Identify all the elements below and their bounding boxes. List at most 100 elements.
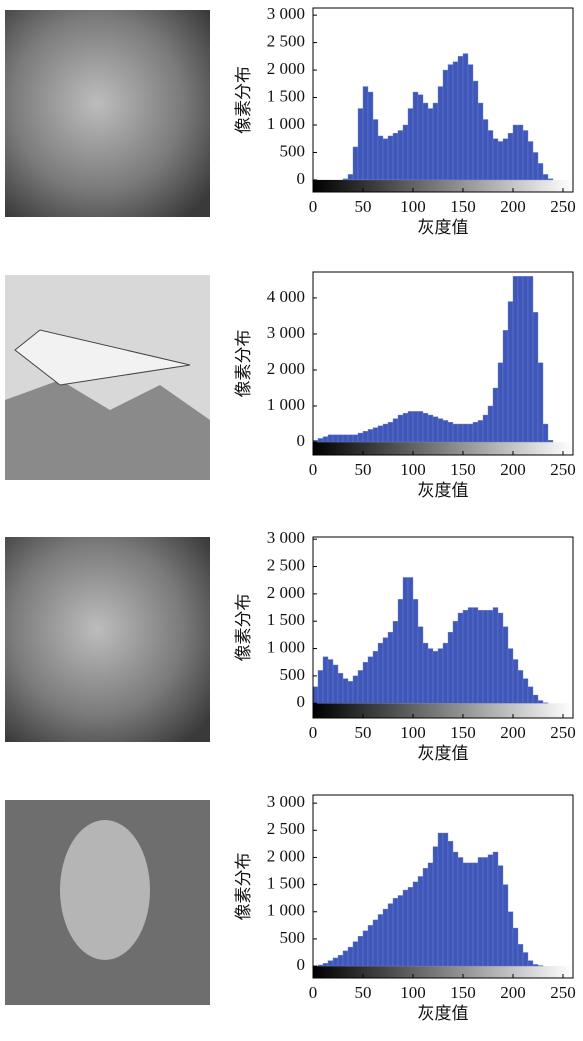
x-tick-label: 150 [450,197,476,216]
histogram-bar [473,608,478,704]
histogram-bar [458,56,463,180]
histogram-bar [388,422,393,442]
x-tick-label: 200 [500,460,526,479]
x-tick-label: 150 [450,983,476,1002]
histogram-bar [528,961,533,966]
y-tick-label: 1 500 [267,86,305,105]
histogram-bar [353,435,358,442]
x-tick-label: 0 [309,983,318,1002]
histogram-bar [443,643,448,703]
histogram-bar [453,852,458,966]
histogram-bar [313,687,318,703]
x-tick-label: 250 [550,197,576,216]
histogram-bar [543,174,548,179]
histogram-bar [318,670,323,703]
histogram-bar [333,665,338,703]
histogram-bar [538,163,543,179]
y-tick-label: 2 000 [267,846,305,865]
histogram-bar [503,330,508,442]
x-tick-label: 100 [400,983,426,1002]
y-tick-label: 1 500 [267,610,305,629]
y-tick-label: 3 000 [267,323,305,342]
histogram-bar [468,424,473,442]
histogram-bar [438,833,443,966]
histogram-bar [518,670,523,703]
histogram-bar [428,415,433,442]
histogram-bar [493,388,498,442]
histogram-bar [358,670,363,703]
histogram-bar [318,438,323,442]
histogram-bar [398,130,403,179]
histogram-bar [453,62,458,180]
y-tick-label: 3 000 [267,792,305,811]
histogram-bar [403,577,408,703]
x-tick-label: 100 [400,460,426,479]
y-tick-label: 1 000 [267,901,305,920]
histogram-bar [478,610,483,703]
histogram-bar [388,136,393,180]
y-tick-label: 2 500 [267,555,305,574]
histogram-bar [353,676,358,703]
y-tick-label: 1 000 [267,637,305,656]
histogram-bar [468,863,473,966]
histogram-bar [503,627,508,704]
x-tick-label: 50 [355,197,372,216]
histogram-bar [538,966,543,967]
histogram-bar [348,681,353,703]
histogram-bar [418,876,423,966]
histogram-bar [373,920,378,966]
y-tick-label: 0 [297,955,306,974]
y-tick-label: 500 [280,141,306,160]
histogram-bar [528,276,533,442]
x-axis-label: 灰度值 [418,1004,469,1023]
histogram-bar [413,92,418,180]
histogram-bar [463,424,468,442]
histogram-bar [448,841,453,966]
y-tick-label: 1 000 [267,395,305,414]
histogram-bar [513,125,518,180]
histogram-bar [463,54,468,180]
image-baboon-face [60,820,150,960]
y-tick-label: 2 000 [267,583,305,602]
histogram-bar [423,868,428,966]
figure: 0 500 1 000 1 500 2 000 2 500 3 000 0 50 100 150 20… [0,0,583,1041]
histogram-bar [343,179,348,180]
histogram-bar [408,109,413,180]
histogram-bar [478,857,483,966]
histogram-bar [468,608,473,704]
histogram-bar [488,610,493,703]
histogram-bar [443,420,448,442]
histogram-bar [513,659,518,703]
x-tick-label: 150 [450,723,476,742]
histogram-bar [473,863,478,966]
y-tick-label: 3 000 [267,4,305,23]
histogram-bar [508,912,513,966]
histogram-bar [498,363,503,442]
histogram-bar [408,411,413,442]
histogram-bar [483,610,488,703]
histogram-bar [483,119,488,179]
histogram-bar [398,599,403,703]
histogram-bar [438,87,443,180]
histogram-bar [493,608,498,704]
histogram-bar [388,632,393,703]
histogram-bar [533,312,538,442]
y-axis-label: 像素分布 [234,853,253,921]
image-lena [5,10,210,217]
gray-scale-bar [313,180,573,192]
y-tick-label: 2 500 [267,819,305,838]
histogram-bar [488,406,493,442]
x-tick-label: 0 [309,197,318,216]
x-axis-label: 灰度值 [418,481,469,500]
image-peppers [5,537,210,742]
histogram-bar [358,936,363,966]
x-tick-label: 100 [400,197,426,216]
histogram-bar [448,422,453,442]
histogram-bar [318,965,323,966]
x-tick-label: 0 [309,723,318,742]
histogram-bar [523,952,528,966]
histogram-bar [448,632,453,703]
histogram-bar [428,863,433,966]
x-tick-label: 200 [500,983,526,1002]
histogram-bar [333,958,338,966]
